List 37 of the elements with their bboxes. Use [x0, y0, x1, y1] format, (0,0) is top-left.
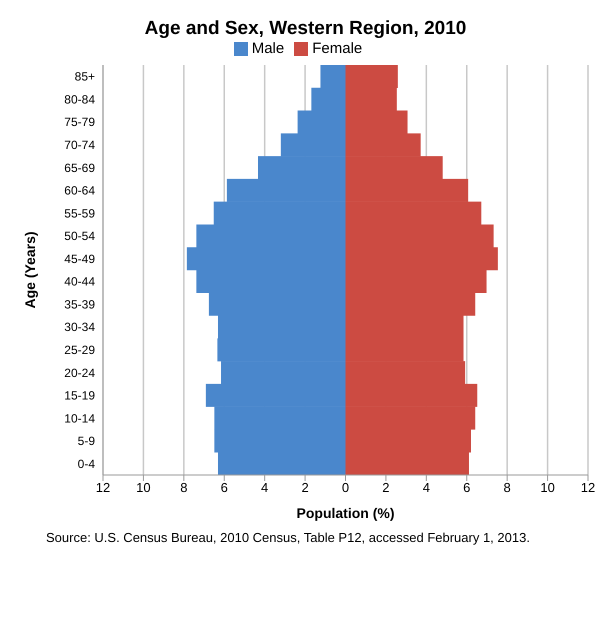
x-tick-label: 10 — [136, 480, 151, 496]
x-tick-label: 10 — [540, 480, 555, 496]
x-tick-label: 6 — [463, 480, 470, 496]
x-tick-label: 12 — [580, 480, 596, 496]
y-tick-label: 45-49 — [64, 252, 96, 266]
x-tick-label: 8 — [180, 480, 188, 496]
y-tick-label: 30-34 — [64, 320, 96, 334]
x-tick-label: 12 — [96, 480, 110, 496]
y-tick-label: 40-44 — [64, 274, 96, 289]
chart-title: Age and Sex, Western Region, 2010 — [144, 18, 468, 40]
y-axis-title: Age (Years) — [22, 231, 38, 309]
y-tick-label: 85+ — [74, 70, 95, 84]
y-tick-label: 65-69 — [64, 160, 96, 175]
y-tick-label: 35-39 — [64, 297, 96, 312]
y-tick-label: 80-84 — [64, 92, 96, 106]
x-tick-label: 6 — [220, 480, 228, 496]
x-tick-label: 2 — [301, 480, 309, 496]
y-tick-label: 60-64 — [64, 184, 96, 198]
y-tick-label: 50-54 — [64, 229, 96, 244]
legend-label: Male — [252, 40, 284, 57]
x-tick-label: 4 — [422, 480, 430, 496]
y-tick-label: 20-24 — [64, 366, 96, 380]
y-tick-label: 15-19 — [64, 388, 96, 403]
y-tick-label: 70-74 — [64, 138, 96, 152]
y-tick-label: 0-4 — [78, 456, 96, 471]
legend-label: Female — [312, 40, 362, 57]
source-note: Source: U.S. Census Bureau, 2010 Census, Table P12, accessed February 1, 2013. — [46, 530, 531, 545]
y-tick-label: 25-29 — [64, 342, 96, 357]
y-tick-label: 10-14 — [64, 411, 96, 426]
x-tick-label: 4 — [261, 480, 268, 496]
x-tick-label: 2 — [382, 480, 390, 496]
x-axis-title: Population (%) — [296, 505, 394, 521]
y-tick-label: 55-59 — [64, 206, 96, 220]
x-tick-label: 0 — [342, 480, 350, 496]
y-tick-label: 75-79 — [64, 115, 96, 130]
x-tick-label: 8 — [504, 480, 511, 496]
y-tick-label: 5-9 — [78, 434, 96, 448]
